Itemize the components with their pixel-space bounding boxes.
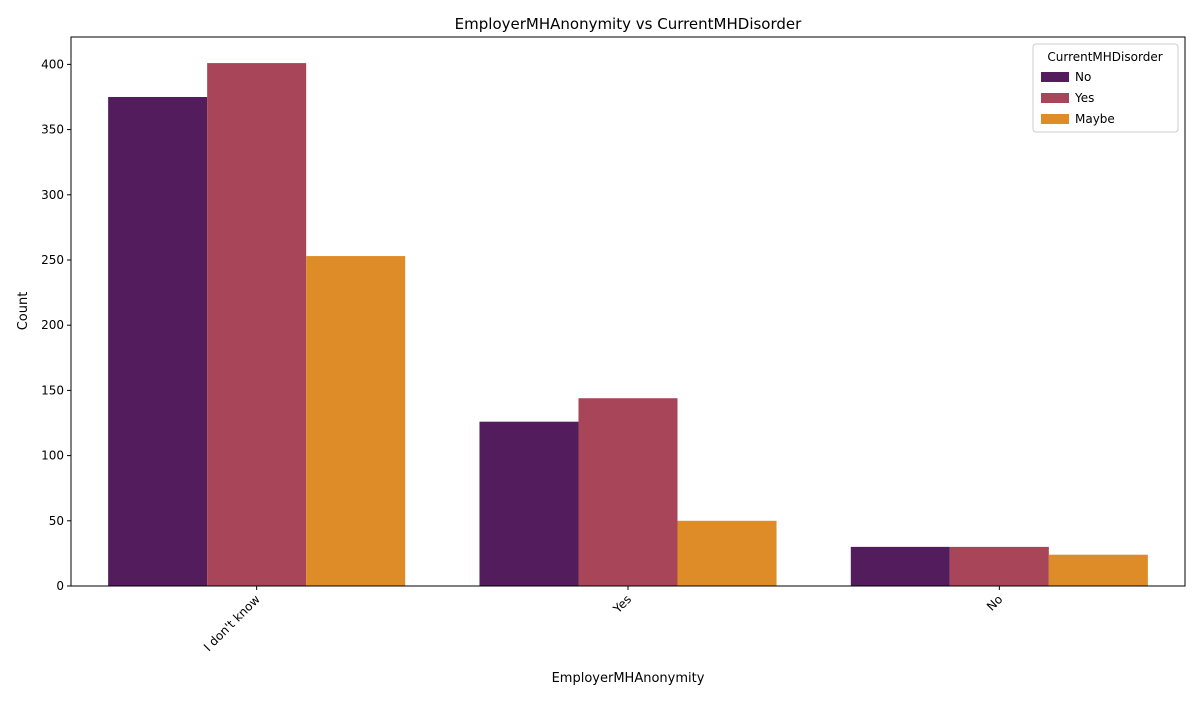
x-tick-label: No	[984, 592, 1005, 613]
bar	[949, 546, 1049, 586]
bar	[108, 96, 208, 586]
legend-box	[1032, 43, 1179, 133]
bar	[479, 421, 579, 586]
legend-label: Yes	[1074, 91, 1094, 105]
legend-label: No	[1075, 70, 1091, 84]
bar	[1048, 554, 1148, 586]
legend-label: Maybe	[1075, 112, 1115, 126]
chart-title: EmployerMHAnonymity vs CurrentMHDisorder	[455, 15, 802, 33]
bar	[578, 398, 678, 586]
plot-frame	[70, 36, 1186, 587]
x-axis: I don't know Yes No	[201, 586, 1005, 654]
y-tick-label: 400	[41, 57, 64, 71]
y-tick-label: 100	[41, 449, 64, 463]
bar	[306, 256, 406, 586]
legend-swatch	[1041, 93, 1069, 103]
y-tick-label: 50	[49, 514, 64, 528]
legend-items: No Yes Maybe	[1041, 70, 1115, 126]
bar	[677, 520, 777, 586]
y-axis: 0 50 100 150 200 250 300 350 400	[41, 57, 71, 593]
x-tick-label: I don't know	[201, 592, 263, 654]
y-tick-label: 0	[56, 579, 64, 593]
y-tick-label: 250	[41, 253, 64, 267]
legend-swatch	[1041, 114, 1069, 124]
bar	[850, 546, 950, 586]
legend-title: CurrentMHDisorder	[1047, 50, 1162, 64]
y-tick-label: 150	[41, 383, 64, 397]
x-axis-label: EmployerMHAnonymity	[552, 671, 705, 686]
bar	[207, 63, 307, 587]
y-axis-label: Count	[16, 292, 31, 331]
y-tick-label: 200	[41, 318, 64, 332]
y-tick-label: 350	[41, 123, 64, 137]
x-tick-label: Yes	[610, 592, 634, 616]
legend: CurrentMHDisorder No Yes Maybe	[1032, 43, 1179, 133]
legend-swatch	[1041, 72, 1069, 82]
bars-layer	[108, 63, 1148, 587]
y-tick-label: 300	[41, 188, 64, 202]
